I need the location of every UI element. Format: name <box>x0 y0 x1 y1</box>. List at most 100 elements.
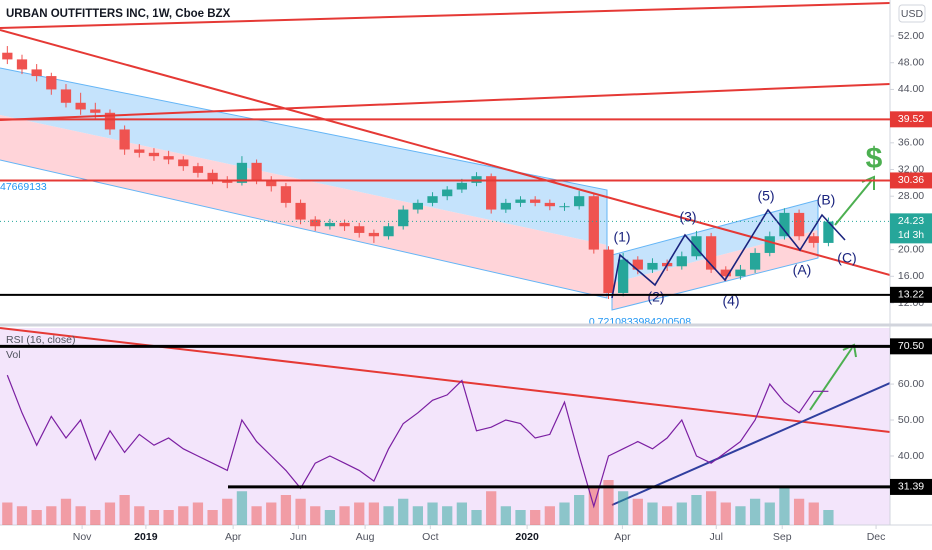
volume-bar <box>764 502 775 525</box>
x-tick-label: Apr <box>225 531 242 543</box>
wave-label: (1) <box>613 229 630 245</box>
countdown: 1d 3h <box>898 229 924 241</box>
y-tick-label: 52.00 <box>898 30 924 42</box>
candle-body <box>808 236 819 243</box>
volume-bar <box>119 495 130 525</box>
volume-bar <box>368 502 380 525</box>
currency-box <box>898 4 926 23</box>
trend-line <box>0 29 891 276</box>
volume-bar <box>500 506 511 525</box>
y-tick-label: 32.00 <box>898 163 924 175</box>
price-level-label: 30.36 <box>898 174 924 186</box>
volume-bar <box>823 510 834 525</box>
volume-bar <box>442 506 453 525</box>
rsi-trend-line <box>611 382 891 506</box>
volume-bar <box>295 498 306 525</box>
wave-label: (3) <box>679 209 696 225</box>
volume-bar <box>222 498 233 525</box>
volume-bar <box>354 502 365 525</box>
volume-bar <box>398 498 409 525</box>
candle-body <box>427 196 438 203</box>
candle-body <box>500 202 511 210</box>
candle-body <box>793 212 805 237</box>
dollar-sign: $ <box>866 142 883 175</box>
rsi-level-label: 70.50 <box>898 340 924 352</box>
y-tick-label: 48.00 <box>898 57 924 69</box>
candle-body <box>544 202 555 207</box>
y-tick-label: 44.00 <box>898 83 924 95</box>
candle-body <box>75 102 86 110</box>
price-level-label: 39.52 <box>898 113 924 125</box>
volume-bar <box>31 510 42 525</box>
candle-body <box>354 226 365 233</box>
candle-body <box>515 199 526 203</box>
volume-bar <box>691 495 702 525</box>
x-tick-label: Oct <box>422 531 438 543</box>
volume-bar <box>676 502 687 525</box>
volume-bar <box>46 506 57 525</box>
arrow <box>809 347 853 411</box>
candle-body <box>163 156 174 160</box>
left-text: 47669133 <box>0 181 47 193</box>
y-tick-label: 20.00 <box>898 243 924 255</box>
candle-body <box>324 222 336 227</box>
trend-line <box>0 2 891 29</box>
candle-body <box>647 262 658 270</box>
volume-bar <box>456 502 467 525</box>
volume-bar <box>339 506 350 525</box>
volume-bar <box>383 506 394 525</box>
volume-bar <box>779 487 790 525</box>
wave-label: (C) <box>837 250 856 266</box>
volume-bar <box>530 510 541 525</box>
vol-title: Vol <box>6 349 21 361</box>
volume-bar <box>104 502 116 525</box>
volume-bar <box>236 491 248 525</box>
candle-body <box>412 202 424 210</box>
volume-bar <box>412 506 424 525</box>
candle-body <box>134 149 145 153</box>
wave-label: (A) <box>793 262 812 278</box>
wave-label: (4) <box>722 293 739 309</box>
candle-body <box>779 212 790 237</box>
channel-upper <box>0 68 607 245</box>
candle-body <box>251 162 262 180</box>
x-tick-label: Nov <box>73 531 92 543</box>
candle-body <box>676 256 687 267</box>
y-tick-label: 36.00 <box>898 137 924 149</box>
candle-body <box>588 196 599 250</box>
candle-body <box>46 76 57 90</box>
volume-bar <box>251 506 262 525</box>
volume-bar <box>60 498 72 525</box>
volume-bar <box>544 506 555 525</box>
candle-body <box>486 176 497 210</box>
candle-body <box>691 236 702 257</box>
volume-bar <box>720 502 731 525</box>
candle-body <box>705 236 717 270</box>
candle-body <box>735 269 746 277</box>
currency: USD <box>901 8 924 20</box>
volume-bar <box>266 502 277 525</box>
rsi-background <box>0 328 890 525</box>
candle-body <box>823 221 834 243</box>
volume-bar <box>178 506 189 525</box>
wave-label: (2) <box>647 289 664 305</box>
wave-path <box>611 208 846 299</box>
candle-body <box>16 59 28 70</box>
candle-body <box>632 259 643 270</box>
candle-body <box>90 109 101 113</box>
x-tick-label: 2019 <box>134 531 158 543</box>
candle-body <box>207 172 218 180</box>
candle-body <box>236 162 248 183</box>
candle-body <box>310 219 321 227</box>
volume-bar <box>75 506 86 525</box>
volume-bar <box>603 480 614 525</box>
volume-bar <box>647 502 658 525</box>
channel-border <box>0 67 608 299</box>
rsi-line <box>6 374 829 509</box>
x-tick-label: Sep <box>773 531 792 543</box>
candle-body <box>339 222 350 227</box>
volume-bar <box>574 495 585 525</box>
price-level-box <box>890 172 932 189</box>
candle-body <box>295 202 306 220</box>
